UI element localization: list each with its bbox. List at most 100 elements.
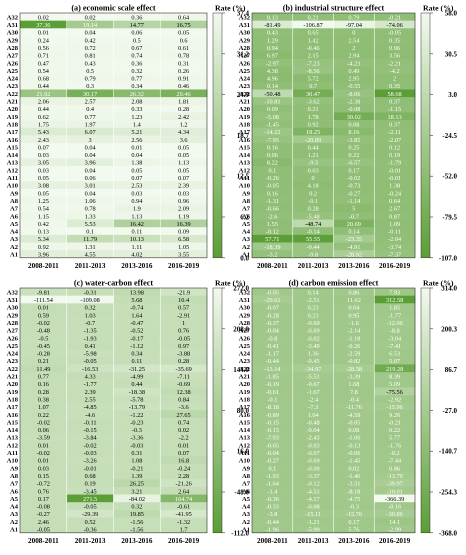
- heatmap-cell: [20, 150, 68, 159]
- cell-label: -2.2: [179, 435, 189, 442]
- cell-label: 2.67: [389, 206, 400, 213]
- cell-label: -0.1: [267, 396, 277, 403]
- heatmap-cell: [333, 441, 375, 449]
- cell-label: -2.59: [347, 351, 360, 358]
- heatmap-cell: [113, 448, 161, 457]
- cell-label: -2.07: [388, 137, 401, 144]
- legend-title: Rate (%): [215, 4, 246, 13]
- heatmap-cell: [160, 356, 208, 365]
- column-label: 2011-2013: [75, 537, 106, 545]
- heatmap-cell: [252, 341, 294, 350]
- cell-label: 1.06: [85, 198, 96, 205]
- row-label: A19: [239, 114, 251, 121]
- cell-label: 0.05: [38, 190, 49, 197]
- heatmap-cell: [292, 288, 334, 296]
- cell-label: -1.76: [388, 442, 401, 449]
- cell-label: 0.76: [38, 488, 49, 495]
- heatmap-cell: [374, 58, 416, 67]
- heatmap-cell: [333, 295, 375, 304]
- cell-label: -3.37: [307, 473, 320, 480]
- heatmap-cell: [20, 188, 68, 197]
- row-label: A21: [7, 99, 18, 106]
- heatmap-cell: [292, 250, 334, 259]
- cell-label: -3.85: [347, 137, 360, 144]
- heatmap-cell: [252, 227, 294, 236]
- heatmap-cell: [20, 211, 68, 220]
- cell-label: -5.78: [130, 396, 143, 403]
- cell-label: -7.44: [388, 458, 402, 465]
- heatmap-cell: [113, 135, 161, 144]
- heatmap-cell: [66, 58, 114, 67]
- cell-label: -1.45: [266, 121, 279, 128]
- row-label: A30: [7, 30, 18, 37]
- heatmap-cell: [20, 395, 68, 404]
- cell-label: -1.67: [307, 389, 320, 396]
- cell-label: 5.68: [131, 297, 142, 304]
- heatmap-cell: [252, 387, 294, 396]
- heatmap-cell: [66, 288, 114, 296]
- heatmap-cell: [374, 379, 416, 388]
- heatmap-cell: [113, 479, 161, 488]
- cell-label: -1.17: [266, 351, 279, 358]
- cell-label: 6.97: [267, 53, 278, 60]
- heatmap-cell: [333, 20, 375, 29]
- heatmap-cell: [20, 51, 68, 60]
- cell-label: 0.92: [38, 244, 49, 251]
- colorbar: [212, 287, 223, 534]
- cell-label: 0.84: [178, 396, 190, 403]
- cell-label: -2.4: [308, 396, 319, 403]
- heatmap-cell: [160, 525, 208, 534]
- heatmap-cell: [292, 150, 334, 159]
- row-label: A22: [239, 366, 250, 373]
- cell-label: 7.93: [389, 289, 400, 296]
- cell-label: 0.13: [38, 229, 49, 236]
- cell-label: 0.97: [178, 343, 189, 350]
- row-label: A26: [7, 335, 19, 342]
- cell-label: -0.05: [84, 504, 97, 511]
- cell-label: 0.79: [348, 14, 359, 21]
- cell-label: 18.13: [388, 114, 402, 121]
- row-label: A15: [7, 144, 19, 151]
- row-label: A6: [10, 488, 19, 495]
- cell-label: 5.43: [38, 129, 49, 136]
- heatmap-cell: [333, 143, 375, 151]
- cell-label: 0.09: [267, 106, 278, 113]
- heatmap-cell: [66, 250, 114, 259]
- cell-label: 0.21: [308, 106, 319, 113]
- row-label: A26: [7, 60, 19, 67]
- cell-label: 0.14: [348, 229, 360, 236]
- legend-title: Rate (%): [215, 279, 246, 288]
- legend-title: Rate (%): [423, 4, 454, 13]
- row-label: A9: [242, 465, 251, 472]
- cell-label: -21.9: [177, 289, 190, 296]
- heatmap-cell: [292, 104, 334, 113]
- heatmap-cell: [160, 303, 208, 312]
- cell-label: 0.13: [267, 14, 278, 21]
- row-label: A31: [7, 297, 18, 304]
- row-label: A16: [239, 412, 251, 419]
- heatmap-cell: [374, 509, 416, 518]
- heatmap-cell: [252, 441, 294, 449]
- heatmap-cell: [333, 387, 375, 396]
- cell-label: -0.01: [84, 465, 97, 472]
- heatmap-cell: [113, 234, 161, 243]
- heatmap-cell: [113, 509, 161, 518]
- heatmap-cell: [20, 356, 68, 365]
- cell-label: 0.06: [38, 427, 49, 434]
- colorbar-tick-label: -254.3: [439, 489, 458, 497]
- cell-label: -0.13: [347, 442, 360, 449]
- row-label: A30: [239, 305, 250, 312]
- cell-label: 5.76: [348, 527, 359, 534]
- heatmap-cell: [333, 379, 375, 388]
- row-label: A2: [242, 519, 250, 526]
- row-label: A22: [7, 366, 18, 373]
- colorbar: [420, 12, 431, 259]
- heatmap-cell: [113, 349, 161, 358]
- row-label: A7: [242, 206, 251, 213]
- cell-label: 0.04: [85, 144, 97, 151]
- row-label: A2: [242, 244, 250, 251]
- heatmap-cell: [66, 181, 114, 190]
- heatmap-cell: [333, 509, 375, 518]
- cell-label: 0.28: [38, 389, 49, 396]
- heatmap-cell: [66, 418, 114, 426]
